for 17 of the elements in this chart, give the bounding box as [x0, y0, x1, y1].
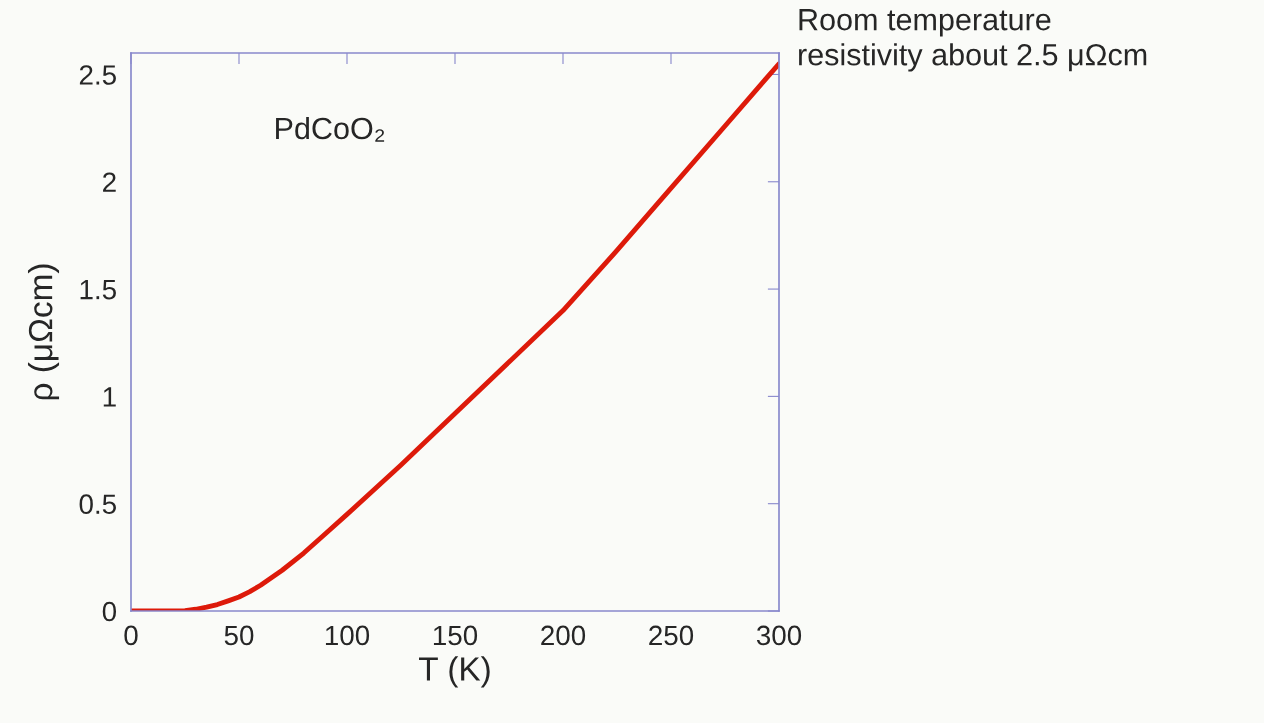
y-tick-label: 1	[103, 387, 116, 407]
x-tick-label: 250	[649, 625, 694, 646]
text: Room temperature resistivity about 2.5 μΩcm	[799, 9, 1147, 72]
y-tick-label: 2	[103, 172, 116, 192]
x-tick-label: 150	[433, 625, 478, 646]
x-axis-title: T (K)	[419, 656, 490, 688]
x-tick-label: 200	[541, 625, 586, 646]
y-tick-label: 0	[102, 601, 117, 622]
x-tick-label: 0	[124, 625, 138, 646]
x-tick-label: 50	[224, 625, 254, 646]
x-tick-label: 100	[325, 625, 370, 646]
annotation: PdCoO₂	[276, 116, 385, 142]
y-tick-label: 0.5	[79, 494, 116, 515]
y-tick-label: 2.5	[79, 65, 116, 85]
y-tick-label: 1.5	[80, 280, 116, 300]
x-tick-label: 300	[756, 625, 802, 646]
y-axis-title: ρ (μΩcm)	[27, 264, 60, 400]
